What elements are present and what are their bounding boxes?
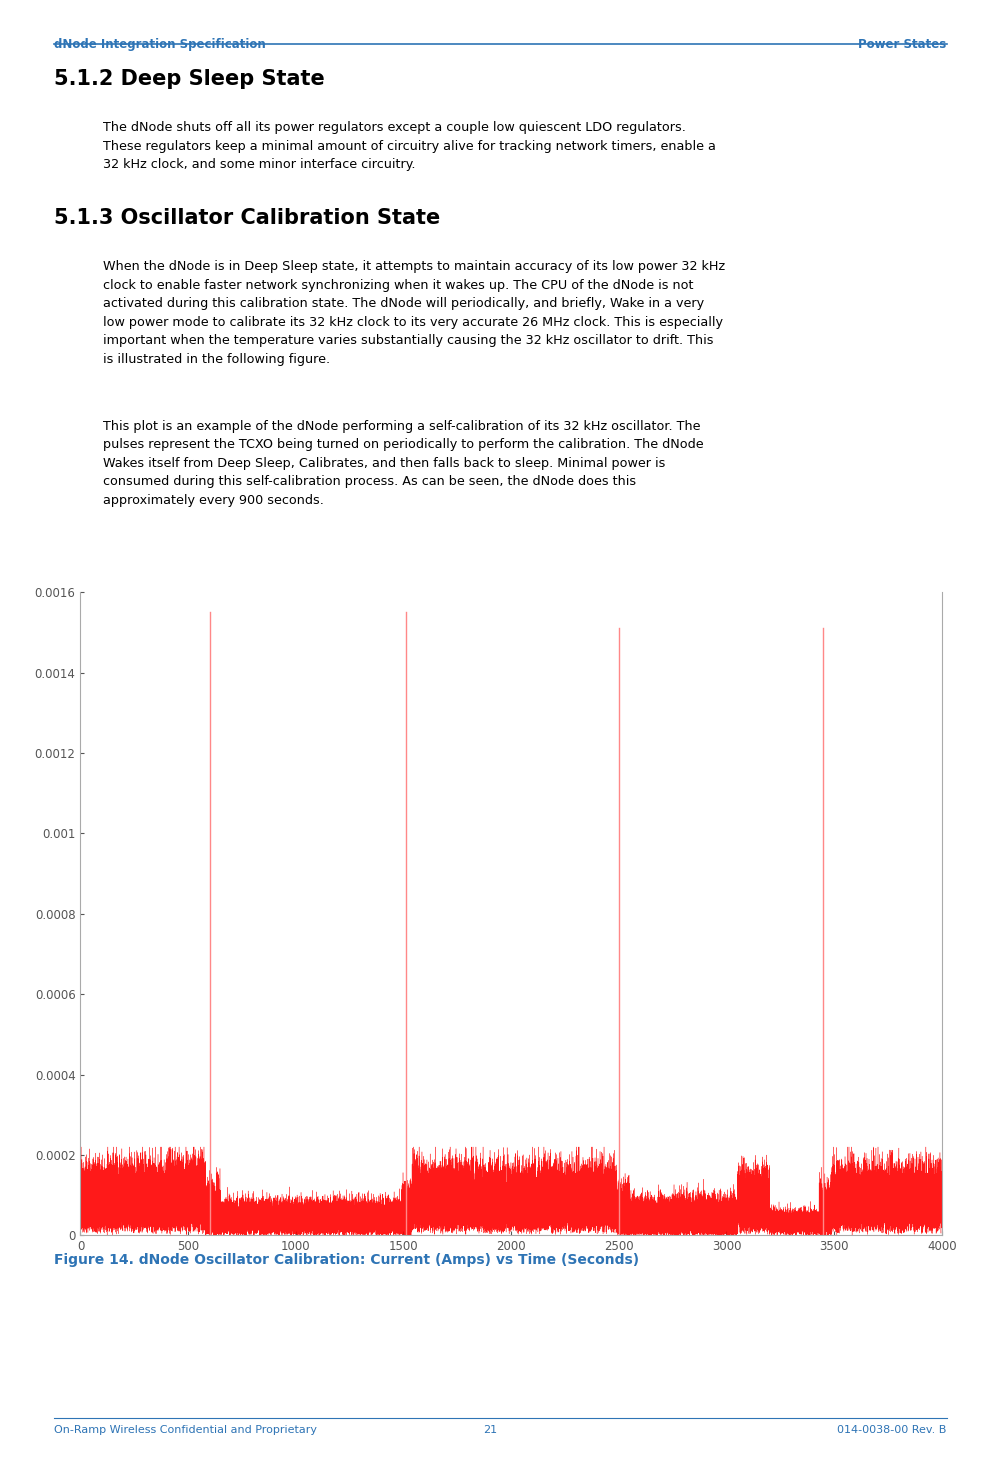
Text: dNode Integration Specification: dNode Integration Specification: [54, 38, 266, 51]
Text: When the dNode is in Deep Sleep state, it attempts to maintain accuracy of its l: When the dNode is in Deep Sleep state, i…: [103, 260, 725, 366]
Text: This plot is an example of the dNode performing a self-calibration of its 32 kHz: This plot is an example of the dNode per…: [103, 420, 703, 507]
Text: On-Ramp Wireless Confidential and Proprietary: On-Ramp Wireless Confidential and Propri…: [54, 1425, 317, 1436]
Text: 014-0038-00 Rev. B: 014-0038-00 Rev. B: [838, 1425, 947, 1436]
Text: 21: 21: [484, 1425, 497, 1436]
Text: Power States: Power States: [858, 38, 947, 51]
Text: 5.1.2 Deep Sleep State: 5.1.2 Deep Sleep State: [54, 69, 325, 89]
Text: Figure 14. dNode Oscillator Calibration: Current (Amps) vs Time (Seconds): Figure 14. dNode Oscillator Calibration:…: [54, 1253, 639, 1268]
Text: The dNode shuts off all its power regulators except a couple low quiescent LDO r: The dNode shuts off all its power regula…: [103, 121, 716, 171]
Text: 5.1.3 Oscillator Calibration State: 5.1.3 Oscillator Calibration State: [54, 208, 440, 228]
